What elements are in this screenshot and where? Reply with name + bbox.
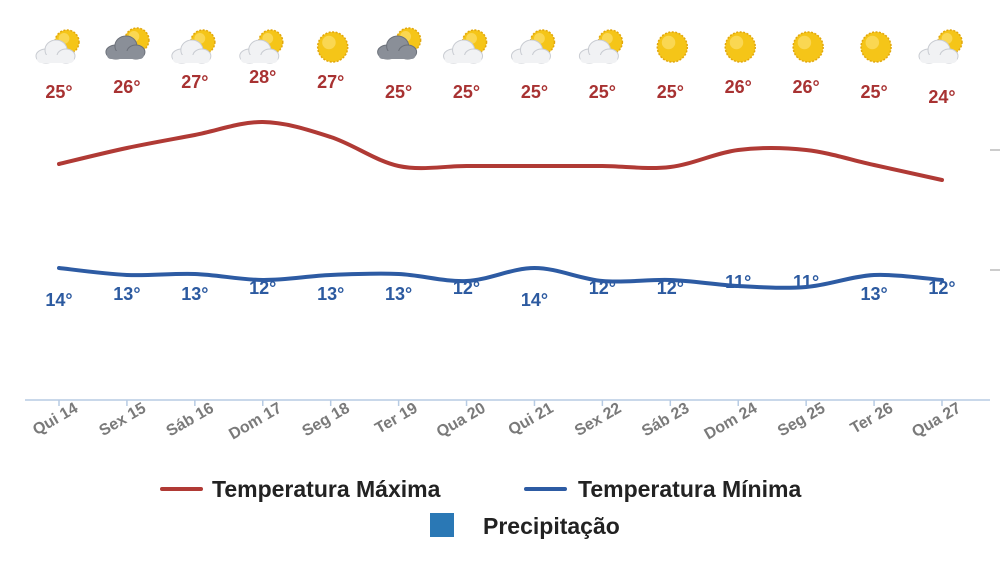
partly-cloudy-icon xyxy=(443,29,488,64)
max-temp-label: 28° xyxy=(249,67,276,87)
cloud-icon xyxy=(918,39,959,64)
cloud-icon xyxy=(171,39,212,64)
max-temp-label: 27° xyxy=(181,72,208,92)
x-tick-label: Sex 22 xyxy=(572,400,625,440)
min-temp-label: 12° xyxy=(928,278,955,298)
x-tick-label: Sex 15 xyxy=(96,400,149,440)
sun-highlight xyxy=(322,35,336,50)
min-temp-line xyxy=(57,265,944,290)
sunny-icon xyxy=(724,31,756,63)
sunny-icon xyxy=(316,31,349,63)
min-temp-label: 14° xyxy=(521,290,548,310)
legend-max-label: Temperatura Máxima xyxy=(212,476,441,502)
cloud-icon xyxy=(239,39,280,64)
legend-precip-swatch xyxy=(430,513,454,537)
weather-icons xyxy=(35,27,963,64)
partly-cloudy-icon xyxy=(171,29,216,64)
min-temp-label: 12° xyxy=(249,278,276,298)
min-temp-label: 13° xyxy=(860,284,887,304)
x-tick-label: Dom 17 xyxy=(226,400,285,444)
cloud-icon xyxy=(578,39,619,64)
max-temp-label: 26° xyxy=(793,77,820,97)
legend-item-max[interactable]: Temperatura Máxima xyxy=(160,476,441,502)
legend-item-min[interactable]: Temperatura Mínima xyxy=(524,476,801,502)
sunny-icon xyxy=(860,31,892,63)
max-temp-label: 25° xyxy=(45,82,72,102)
max-temp-label: 26° xyxy=(113,77,140,97)
max-temp-labels: 25° 26° 27° 28° 27° 25° 25° 25° 25° 25° 26° 26° 25° 2… xyxy=(45,67,955,107)
legend-min-label: Temperatura Mínima xyxy=(578,476,801,502)
max-temp-label: 25° xyxy=(860,82,887,102)
cloudy-storm-icon xyxy=(377,27,422,60)
max-temp-label: 27° xyxy=(317,72,344,92)
legend: Temperatura Máxima Temperatura Mínima Pr… xyxy=(160,476,801,539)
legend-precip-label: Precipitação xyxy=(483,513,620,539)
partly-cloudy-icon xyxy=(510,29,556,64)
sun-highlight xyxy=(865,35,880,50)
min-temp-label: 13° xyxy=(385,284,412,304)
partly-cloudy-icon xyxy=(578,29,624,64)
cloud-icon xyxy=(35,39,76,64)
sunny-icon xyxy=(792,31,824,63)
cloudy-storm-icon xyxy=(105,27,150,60)
min-temp-label: 13° xyxy=(181,284,208,304)
x-tick-label: Ter 19 xyxy=(372,400,420,438)
cloud-icon xyxy=(105,35,146,60)
x-tick-label: Qua 20 xyxy=(434,400,489,441)
max-temp-label: 26° xyxy=(725,77,752,97)
sun-highlight xyxy=(661,35,676,50)
legend-item-precip[interactable]: Precipitação xyxy=(430,513,620,539)
partly-cloudy-icon xyxy=(35,29,80,64)
max-temp-label: 25° xyxy=(589,82,616,102)
x-tick-label: Dom 24 xyxy=(702,400,761,444)
min-temp-label: 13° xyxy=(317,284,344,304)
max-temp-label: 25° xyxy=(453,82,480,102)
min-temp-label: 13° xyxy=(113,284,140,304)
max-temp-label: 25° xyxy=(521,82,548,102)
x-tick-label: Ter 26 xyxy=(848,400,896,438)
min-temp-label: 11° xyxy=(725,272,751,292)
x-tick-label: Sáb 16 xyxy=(164,400,217,441)
x-tick-label: Qui 14 xyxy=(30,400,81,439)
cloud-icon xyxy=(443,39,484,64)
min-temp-labels: 14° 13° 13° 12° 13° 13° 12°14°12° 12° 11° 11°13° 1… xyxy=(45,272,955,310)
sun-highlight xyxy=(729,35,744,50)
max-temp-label: 25° xyxy=(657,82,684,102)
x-tick-label: Sáb 23 xyxy=(639,400,692,441)
partly-cloudy-icon xyxy=(239,29,284,64)
sunny-icon xyxy=(656,31,689,63)
sun-highlight xyxy=(797,35,812,50)
x-tick-label: Seg 25 xyxy=(775,400,828,441)
x-tick-label: Seg 18 xyxy=(300,400,353,441)
max-temp-line xyxy=(57,119,944,182)
cloud-icon xyxy=(510,39,551,64)
x-tick-label: Qui 21 xyxy=(506,400,557,439)
partly-cloudy-icon xyxy=(918,29,963,64)
max-temp-label: 25° xyxy=(385,82,412,102)
max-temp-label: 24° xyxy=(928,87,955,107)
x-axis-ticks: Qui 14 Sex 15 Sáb 16 Dom 17 Seg 18 Ter 19 Qua … xyxy=(30,400,964,444)
min-temp-label: 14° xyxy=(45,290,72,310)
cloud-icon xyxy=(377,35,418,60)
min-temp-label: 12° xyxy=(657,278,684,298)
x-tick-label: Qua 27 xyxy=(909,400,964,441)
